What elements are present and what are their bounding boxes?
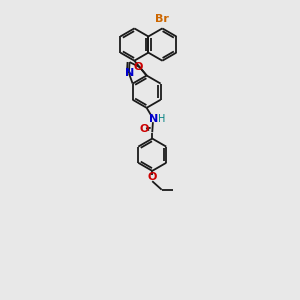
Text: O: O	[148, 172, 157, 182]
Text: N: N	[149, 115, 158, 124]
Text: H: H	[158, 114, 166, 124]
Text: O: O	[134, 62, 143, 72]
Text: Br: Br	[155, 14, 169, 24]
Text: N: N	[125, 68, 135, 78]
Text: O: O	[139, 124, 148, 134]
